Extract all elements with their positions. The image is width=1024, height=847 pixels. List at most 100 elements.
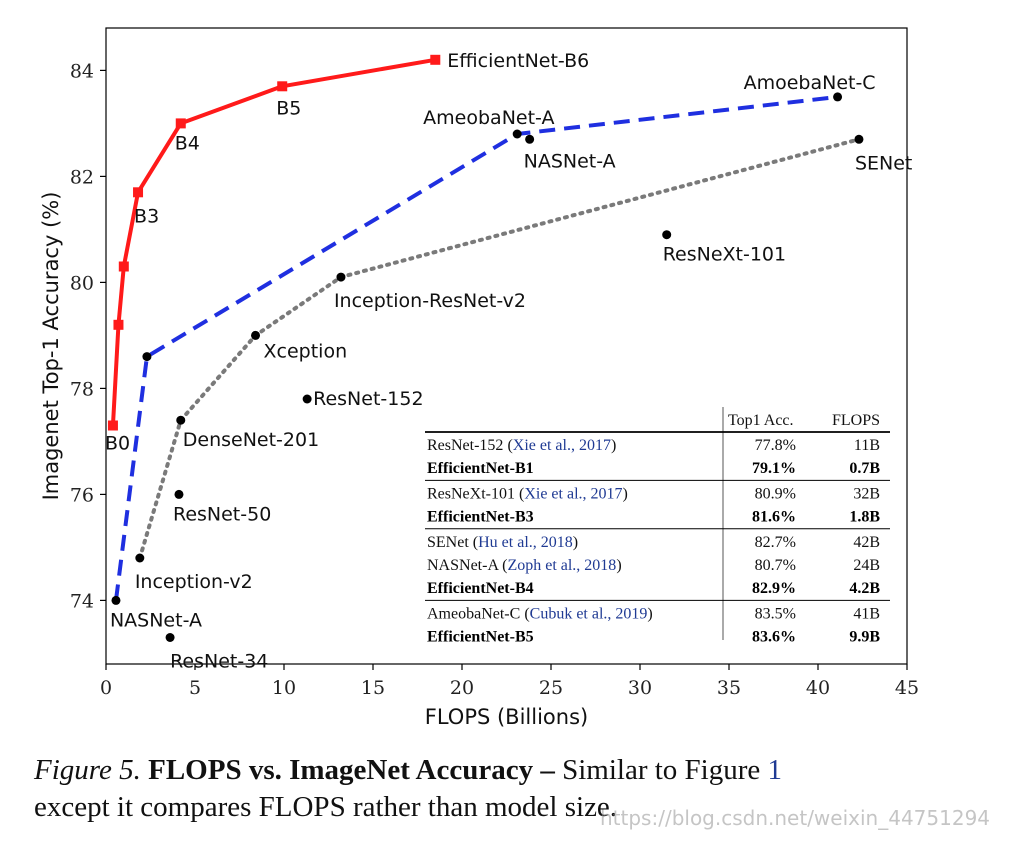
- table-model: SENet: [427, 534, 469, 551]
- plot-frame: [105, 27, 908, 665]
- table-flops: 0.7B: [849, 460, 880, 477]
- x-tick-label: 35: [717, 677, 741, 699]
- data-point: [113, 319, 124, 330]
- table-flops: 32B: [853, 485, 880, 502]
- data-point: [854, 134, 864, 144]
- y-tick-label: 74: [70, 590, 94, 612]
- table-flops: 9.9B: [849, 629, 880, 646]
- table-model-name: EfficientNet-B3: [427, 509, 534, 526]
- x-tick-label: 45: [895, 677, 919, 699]
- figure-caption: Figure 5. FLOPS vs. ImageNet Accuracy – …: [34, 752, 994, 826]
- data-point: [512, 129, 522, 139]
- table-open-paren: (: [503, 437, 512, 454]
- table-flops: 1.8B: [849, 509, 880, 526]
- point-label: NASNet-A: [110, 609, 202, 631]
- point-label: AmeobaNet-A: [423, 107, 554, 129]
- table-open-paren: (: [469, 534, 478, 551]
- table-acc: 82.9%: [752, 580, 796, 597]
- table-model: AmeobaNet-C: [427, 605, 520, 622]
- table-model-name: EfficientNet-B1: [427, 460, 534, 477]
- x-tick-label: 30: [628, 677, 652, 699]
- table-model-name: NASNet-A (Zoph et al., 2018): [427, 557, 622, 574]
- table-model: EfficientNet-B3: [427, 509, 534, 526]
- caption-text: Similar to Figure: [562, 754, 761, 786]
- point-label: EfficientNet-B6: [447, 50, 589, 72]
- table-flops: 24B: [853, 557, 880, 574]
- table-citation[interactable]: Cubuk et al., 2019: [530, 605, 648, 622]
- point-label: AmoebaNet-C: [744, 72, 876, 94]
- table-open-paren: (: [498, 557, 507, 574]
- table-acc: 82.7%: [755, 534, 796, 551]
- data-point: [525, 134, 535, 144]
- table-open-paren: (: [520, 605, 529, 622]
- table-model-name: AmeobaNet-C (Cubuk et al., 2019): [427, 605, 653, 622]
- point-label: SENet: [855, 152, 912, 174]
- table-open-paren: (: [515, 485, 524, 502]
- data-point: [430, 54, 441, 65]
- data-point: [833, 92, 843, 102]
- data-point: [165, 633, 175, 642]
- x-tick-label: 5: [189, 677, 201, 699]
- y-tick-label: 76: [70, 484, 94, 506]
- table-acc: 77.8%: [755, 437, 796, 454]
- table-acc: 80.7%: [755, 557, 796, 574]
- series-line-efficientnet: [110, 57, 436, 426]
- point-label: B3: [134, 205, 159, 227]
- table-close-paren: ): [573, 534, 578, 551]
- table-close-paren: ): [647, 605, 652, 622]
- table-model-name: ResNet-152 (Xie et al., 2017): [427, 437, 616, 454]
- table-citation[interactable]: Xie et al., 2017: [524, 485, 622, 502]
- x-tick-label: 20: [450, 677, 474, 699]
- data-point: [175, 118, 186, 129]
- table-close-paren: ): [616, 557, 621, 574]
- data-point: [662, 230, 672, 240]
- table-citation[interactable]: Hu et al., 2018: [478, 534, 573, 551]
- caption-figure-link[interactable]: 1: [767, 754, 783, 786]
- table-acc: 80.9%: [755, 485, 796, 502]
- point-label: B4: [175, 132, 200, 154]
- x-tick-label: 0: [100, 677, 112, 699]
- data-point: [118, 261, 129, 272]
- x-tick-label: 25: [539, 677, 563, 699]
- watermark: https://blog.csdn.net/weixin_44751294: [600, 806, 991, 830]
- table-acc: 79.1%: [752, 460, 796, 477]
- table-model: ResNet-152: [427, 437, 503, 454]
- data-point: [174, 489, 184, 499]
- point-label: ResNet-152: [313, 388, 423, 410]
- table-citation[interactable]: Xie et al., 2017: [513, 437, 611, 454]
- data-point: [176, 415, 186, 425]
- table-model: EfficientNet-B4: [427, 580, 534, 597]
- table-citation[interactable]: Zoph et al., 2018: [507, 557, 616, 574]
- point-label: DenseNet-201: [183, 429, 319, 451]
- caption-title: FLOPS vs. ImageNet Accuracy –: [148, 754, 555, 786]
- table-model-name: ResNeXt-101 (Xie et al., 2017): [427, 485, 628, 502]
- point-label: Inception-v2: [135, 571, 253, 593]
- y-tick-label: 80: [70, 272, 94, 294]
- y-tick-label: 82: [70, 166, 94, 188]
- x-tick-label: 10: [272, 677, 296, 699]
- point-label: B0: [105, 433, 130, 455]
- table-model: NASNet-A: [427, 557, 499, 574]
- table-model-name: EfficientNet-B4: [427, 580, 534, 597]
- y-tick-label: 78: [70, 378, 94, 400]
- caption-figure-label: Figure 5.: [34, 754, 141, 786]
- chart: 0 5 10 15 20 25 30 35 40 45 74 76 78 80 82 84 FLOPS (Bil…: [39, 27, 919, 729]
- point-label: ResNet-34: [170, 651, 268, 673]
- table-flops: 4.2B: [849, 580, 880, 597]
- table-flops: 42B: [853, 534, 880, 551]
- data-point: [277, 81, 288, 92]
- point-label: NASNet-A: [524, 150, 616, 172]
- table-model-name: SENet (Hu et al., 2018): [427, 534, 578, 551]
- point-label: ResNeXt-101: [663, 244, 786, 266]
- table-flops: 11B: [854, 437, 880, 454]
- table-close-paren: ): [623, 485, 628, 502]
- table-header-flops: FLOPS: [832, 412, 880, 429]
- point-label: B5: [276, 97, 301, 119]
- point-label: Xception: [264, 340, 348, 362]
- x-tick-label: 40: [806, 677, 830, 699]
- table-model-name: EfficientNet-B5: [427, 629, 534, 646]
- table-acc: 81.6%: [752, 509, 796, 526]
- data-point: [107, 420, 118, 431]
- y-tick-label: 84: [70, 60, 94, 82]
- table-flops: 41B: [853, 605, 880, 622]
